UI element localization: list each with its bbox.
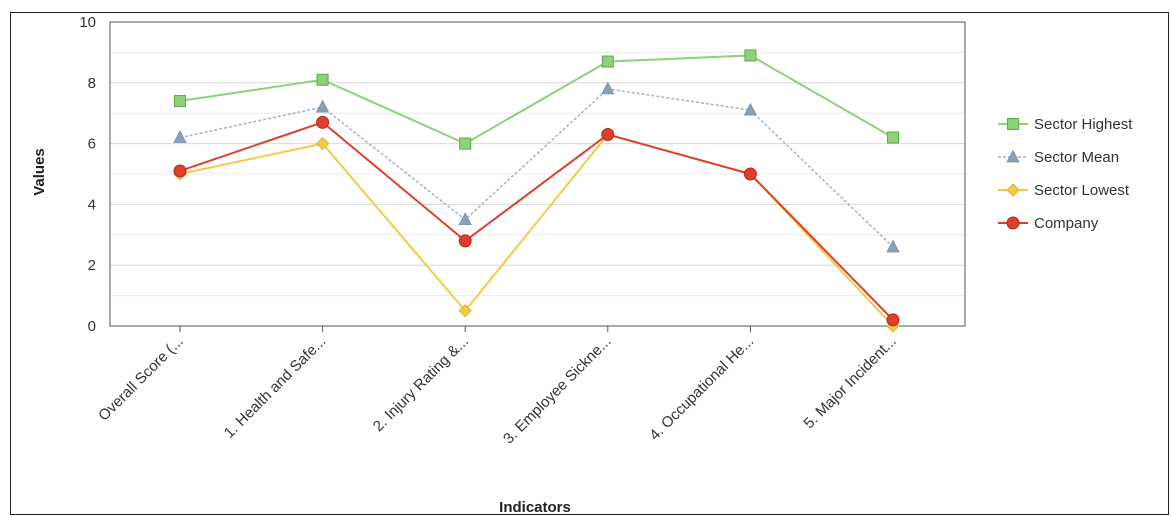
- legend-item-sector-mean: Sector Mean: [998, 149, 1119, 166]
- legend-marker: [1006, 149, 1020, 163]
- y-axis-title: Values: [31, 148, 48, 196]
- y-tick-label: 6: [88, 136, 96, 153]
- x-tick-label: 4. Occupational He...: [646, 333, 757, 444]
- data-point-sector-highest: [887, 131, 899, 144]
- data-point-company: [601, 127, 615, 141]
- legend-item-sector-highest: Sector Highest: [998, 116, 1133, 133]
- data-point-company: [743, 167, 757, 181]
- series-line-sector-highest: [179, 54, 894, 145]
- legend-label: Company: [1034, 215, 1099, 232]
- data-point-sector-mean: [601, 81, 615, 95]
- series-sector-lowest: [173, 127, 900, 333]
- y-tick-label: 8: [88, 75, 96, 92]
- data-point-sector-highest: [601, 55, 614, 68]
- data-point-sector-mean: [173, 130, 187, 143]
- series-sector-mean: [173, 81, 900, 253]
- series-line-sector-lowest: [179, 133, 894, 327]
- data-point-sector-lowest: [316, 137, 330, 151]
- series: [173, 49, 900, 333]
- legend-item-company: Company: [998, 215, 1099, 232]
- x-tick-label: 3. Employee Sickne...: [500, 333, 615, 448]
- series-line-sector-mean: [179, 88, 894, 248]
- chart-frame: [10, 12, 1169, 515]
- data-point-company: [316, 115, 330, 129]
- y-tick-label: 0: [88, 318, 96, 335]
- legend-marker: [1007, 118, 1019, 130]
- series-company: [173, 115, 900, 327]
- legend-marker: [1006, 183, 1020, 197]
- data-point-sector-mean: [886, 239, 900, 253]
- data-point-sector-highest: [459, 137, 472, 150]
- data-point-sector-mean: [458, 212, 472, 226]
- plot-area: [109, 21, 966, 327]
- x-tick-label: 2. Injury Rating &...: [370, 333, 472, 435]
- legend-item-sector-lowest: Sector Lowest: [998, 182, 1130, 199]
- legend-marker: [1006, 216, 1020, 230]
- x-axis-title: Indicators: [499, 499, 571, 516]
- x-tick-labels: Overall Score (... 1. Health and Safe... 2…: [95, 326, 900, 447]
- data-point-company: [173, 164, 187, 178]
- data-point-sector-highest: [174, 95, 186, 108]
- y-tick-label: 2: [88, 257, 96, 274]
- legend-label: Sector Highest: [1034, 116, 1133, 133]
- data-point-sector-mean: [315, 99, 330, 113]
- y-tick-label: 4: [88, 196, 96, 213]
- data-point-sector-highest: [744, 49, 757, 62]
- legend-label: Sector Lowest: [1034, 182, 1130, 199]
- data-point-sector-highest: [316, 73, 329, 86]
- y-tick-labels: 0 2 4 6 8 10: [79, 14, 96, 335]
- gridlines: [110, 21, 965, 327]
- series-sector-highest: [174, 49, 899, 150]
- x-tick-label: 5. Major Incident...: [801, 333, 900, 432]
- legend: Sector Highest Sector Mean Sector Lowest Co…: [998, 116, 1133, 232]
- legend-label: Sector Mean: [1034, 149, 1119, 166]
- data-point-sector-lowest: [458, 304, 472, 318]
- data-point-company: [458, 234, 472, 248]
- data-point-company: [886, 313, 900, 327]
- x-tick-label: 1. Health and Safe...: [221, 333, 330, 442]
- y-tick-label: 10: [79, 14, 96, 31]
- x-tick-label: Overall Score (...: [95, 333, 187, 425]
- data-point-sector-mean: [743, 102, 758, 116]
- series-line-company: [179, 121, 894, 321]
